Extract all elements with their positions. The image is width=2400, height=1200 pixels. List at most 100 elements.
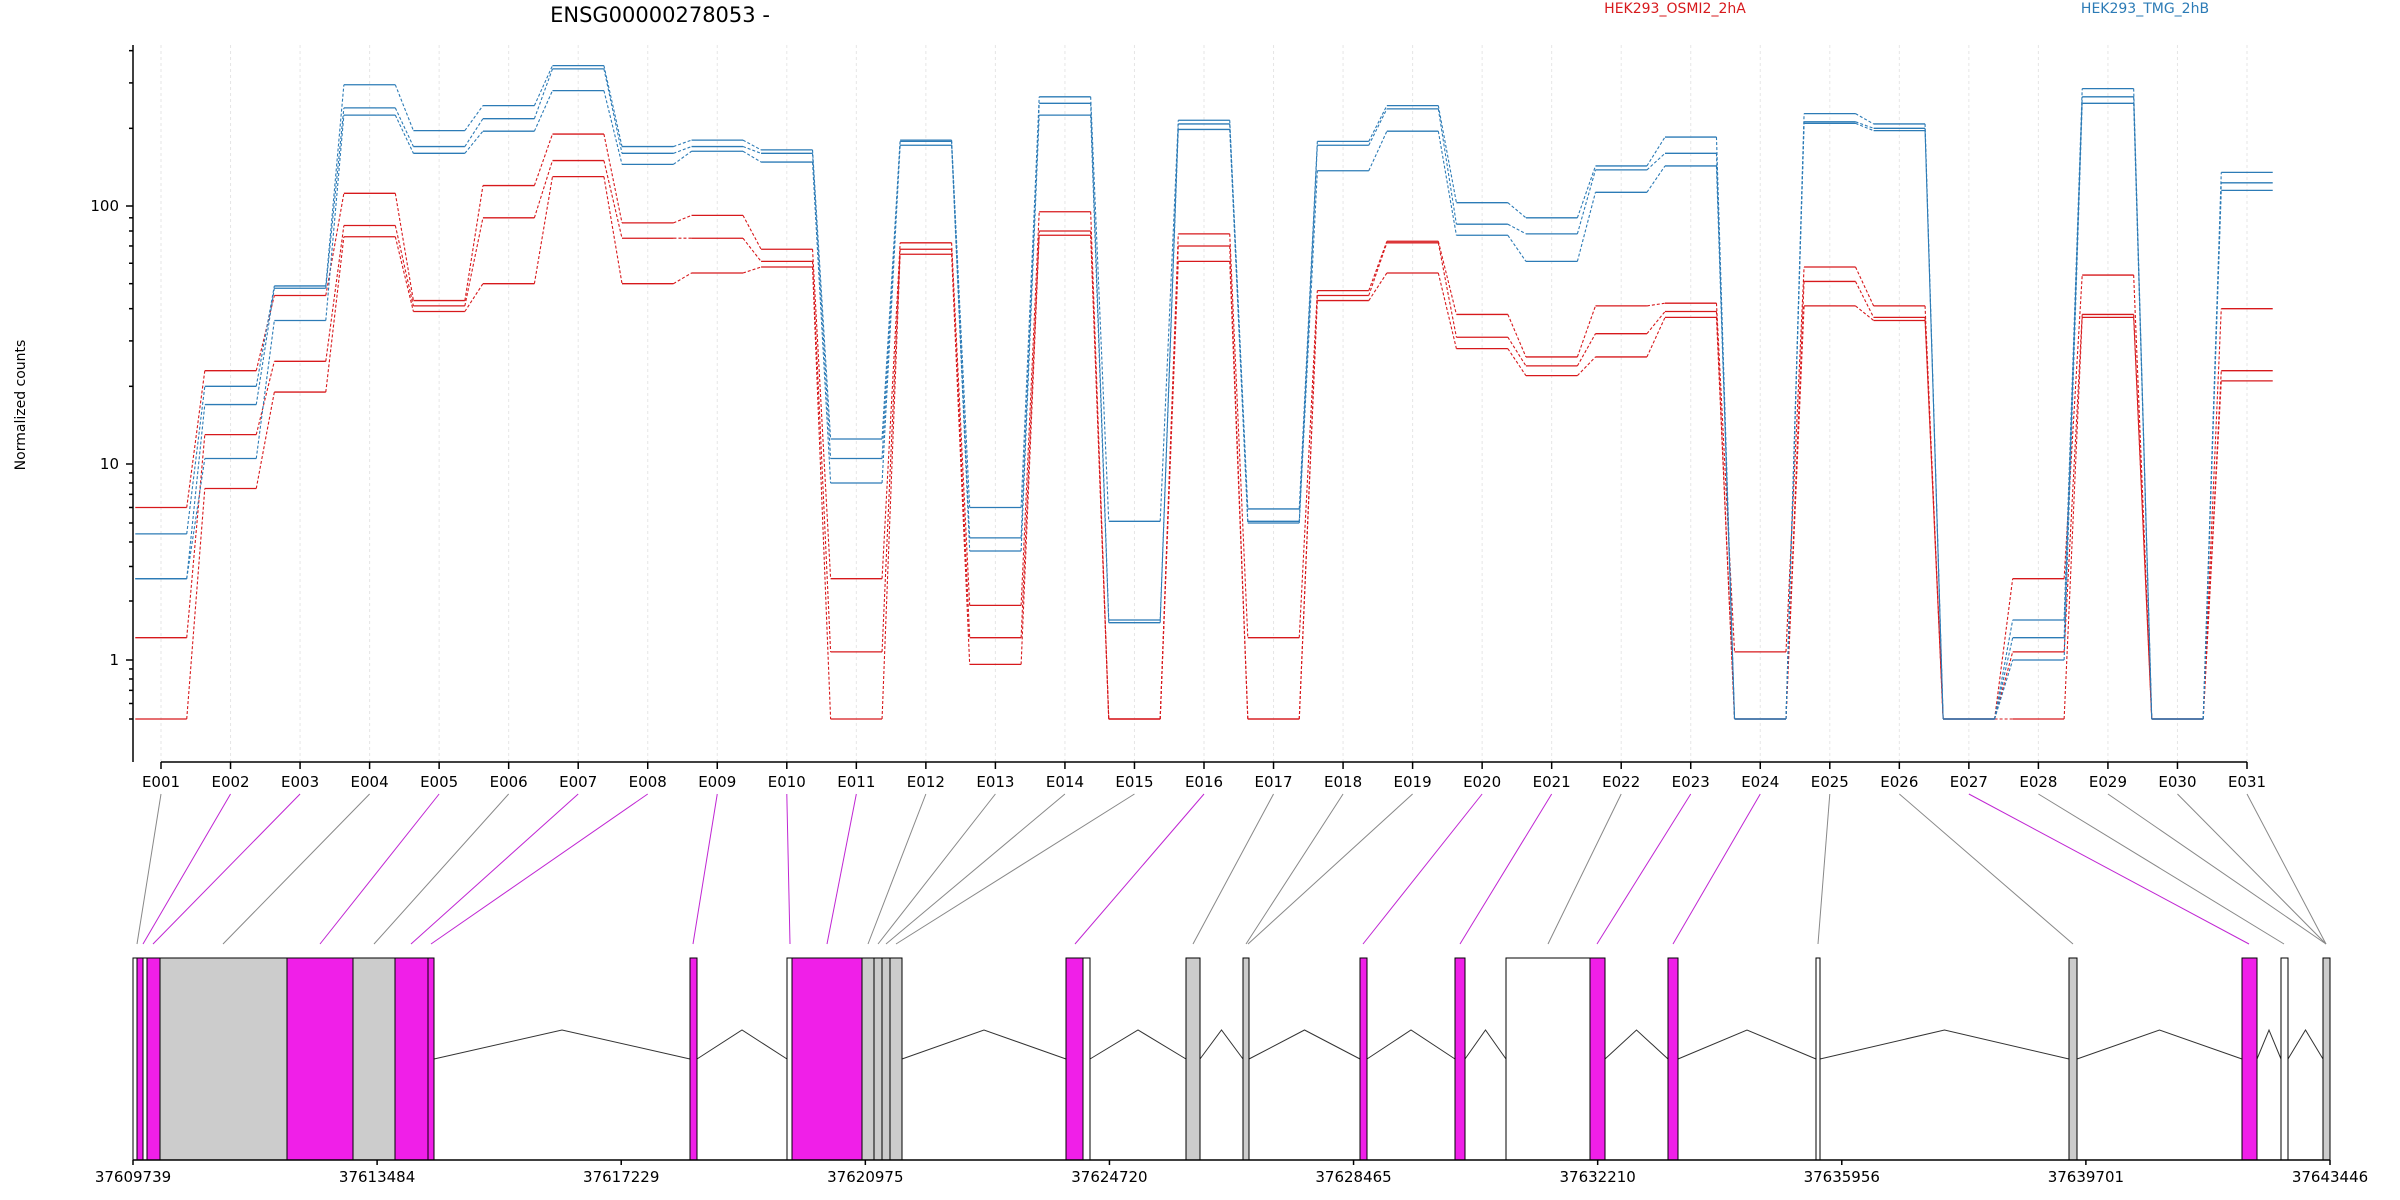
x-tick-label-e003: E003 <box>281 773 319 791</box>
count-connector <box>1994 637 2014 720</box>
connector-e015 <box>895 793 1135 945</box>
count-connector <box>951 254 971 665</box>
count-connector <box>533 68 553 119</box>
connector-e010 <box>786 793 791 945</box>
connector-e026 <box>1899 793 2074 945</box>
count-connector <box>394 193 414 301</box>
exon-box <box>132 957 138 1161</box>
count-connector <box>603 65 623 147</box>
count-series <box>135 64 2273 720</box>
count-connector <box>325 107 345 289</box>
count-connector <box>2202 380 2222 720</box>
intron-line <box>2256 1028 2282 1060</box>
genome-tick-label: 37617229 <box>583 1168 659 1186</box>
exon-box <box>1185 957 1201 1161</box>
count-connector <box>1298 290 1318 638</box>
exon-box <box>159 957 288 1161</box>
count-connector <box>1785 123 1805 720</box>
count-connector <box>811 162 832 484</box>
count-connector <box>325 193 345 296</box>
count-connector <box>2202 308 2222 720</box>
genome-tick-label: 37643446 <box>2292 1168 2368 1186</box>
count-connector <box>603 90 623 165</box>
exon-connectors <box>136 793 2327 945</box>
exon-box <box>352 957 396 1161</box>
x-tick-label-e002: E002 <box>211 773 249 791</box>
intron-line <box>1677 1029 1817 1060</box>
x-tick-label-e024: E024 <box>1741 773 1779 791</box>
count-connector <box>1020 235 1040 665</box>
intron-line <box>1199 1029 1244 1060</box>
count-connector <box>186 488 206 720</box>
gene-model: 37609739 37613484 37617229 37620975 37624720… <box>95 957 2368 1186</box>
count-connector <box>1090 103 1110 621</box>
intron-line <box>433 1029 691 1060</box>
exon-box <box>1454 957 1466 1161</box>
connector-e007 <box>410 793 579 945</box>
count-connector <box>1020 115 1040 551</box>
y-tick-label: 10 <box>100 455 119 473</box>
count-connector <box>1368 242 1388 296</box>
count-connector <box>1090 235 1110 720</box>
intron-line <box>1248 1029 1361 1060</box>
exon-box <box>2241 957 2258 1161</box>
exon-box <box>1505 957 1591 1161</box>
count-connector <box>603 68 623 154</box>
count-connector <box>2133 103 2153 720</box>
intron-line <box>2076 1029 2243 1060</box>
x-tick-label-e016: E016 <box>1185 773 1223 791</box>
exon-box <box>861 957 875 1161</box>
count-connector <box>1576 333 1596 367</box>
x-tick-label-e005: E005 <box>420 773 458 791</box>
count-connector <box>1159 120 1179 522</box>
count-connector <box>881 140 901 440</box>
count-connector <box>186 370 206 508</box>
count-connector <box>811 149 832 440</box>
exon-box <box>394 957 429 1161</box>
x-tick-label-e006: E006 <box>490 773 528 791</box>
count-connector <box>1298 141 1318 509</box>
x-tick-label-e020: E020 <box>1463 773 1501 791</box>
count-connector <box>533 160 553 218</box>
x-tick-label-e031: E031 <box>2228 773 2266 791</box>
count-connector <box>325 115 345 321</box>
count-connector <box>1924 320 1944 720</box>
count-connector <box>1368 108 1388 146</box>
count-connector <box>1855 122 1874 132</box>
connector-e006 <box>373 793 510 945</box>
x-tick-label-e021: E021 <box>1533 773 1571 791</box>
series-blue-3 <box>135 64 2273 720</box>
connector-e025 <box>1817 793 1831 945</box>
genome-tick-label: 37639701 <box>2048 1168 2124 1186</box>
count-connector <box>1437 105 1457 203</box>
intron-line <box>2287 1029 2324 1060</box>
count-connector <box>1855 113 1874 125</box>
count-connector <box>951 242 971 606</box>
count-connector <box>1924 130 1944 720</box>
intron-line <box>1366 1029 1456 1060</box>
exon-box <box>1667 957 1679 1161</box>
connector-e029 <box>2107 793 2327 945</box>
intron-line <box>1819 1029 2070 1060</box>
count-connector <box>1437 241 1457 315</box>
connector-e009 <box>692 793 718 945</box>
count-connector <box>1298 145 1318 522</box>
count-connector <box>464 185 484 301</box>
x-tick-label-e026: E026 <box>1880 773 1918 791</box>
genome-tick-label: 37632210 <box>1559 1168 1635 1186</box>
count-connector <box>1507 314 1527 358</box>
count-connector <box>742 146 762 154</box>
x-tick-label-e007: E007 <box>559 773 597 791</box>
count-connector <box>1576 169 1597 234</box>
connector-e023 <box>1596 793 1692 945</box>
count-connector <box>255 391 275 489</box>
x-tick-label-e019: E019 <box>1394 773 1432 791</box>
x-tick-label-e018: E018 <box>1324 773 1362 791</box>
count-connector <box>742 266 762 274</box>
count-connector <box>186 434 206 638</box>
x-tick-label-e004: E004 <box>351 773 389 791</box>
exon-box <box>689 957 698 1161</box>
count-connector <box>1159 261 1179 720</box>
count-connector <box>742 150 762 163</box>
count-connector <box>1855 281 1875 318</box>
